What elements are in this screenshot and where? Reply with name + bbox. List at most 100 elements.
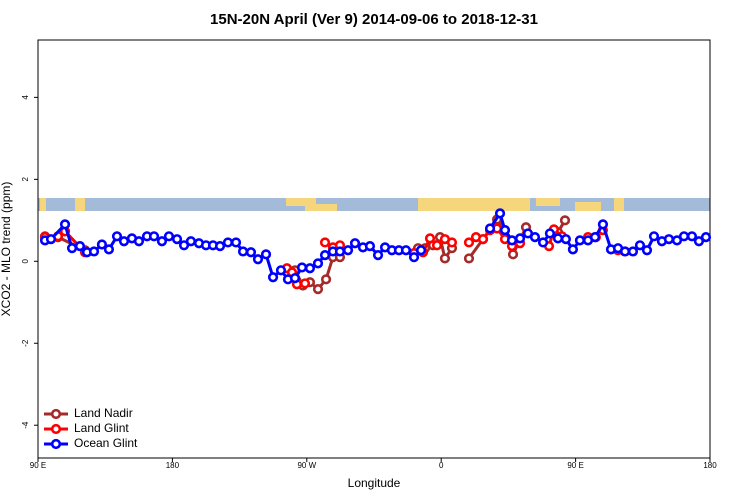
point xyxy=(597,219,609,230)
point xyxy=(494,208,506,219)
point xyxy=(507,249,519,260)
point xyxy=(304,263,316,274)
land xyxy=(575,202,601,211)
point xyxy=(74,241,86,252)
point xyxy=(627,246,639,257)
y-axis-title: XCO2 - MLO trend (ppm) xyxy=(0,182,13,317)
land xyxy=(536,198,560,206)
point xyxy=(499,225,511,236)
point xyxy=(299,278,311,289)
point xyxy=(463,253,475,264)
point xyxy=(589,232,601,243)
point xyxy=(648,231,660,242)
land xyxy=(75,198,85,211)
point xyxy=(334,246,346,257)
legend-swatch-marker xyxy=(50,408,62,420)
point xyxy=(230,237,242,248)
point xyxy=(319,250,331,261)
legend-swatch-marker xyxy=(50,438,62,450)
point xyxy=(349,238,361,249)
point xyxy=(267,272,279,283)
map-strip xyxy=(38,198,710,211)
point xyxy=(364,241,376,252)
point xyxy=(245,247,257,258)
legend-label: Land Glint xyxy=(74,421,129,435)
x-tick-label: 90 E xyxy=(567,461,583,470)
point xyxy=(45,234,57,245)
point xyxy=(319,237,331,248)
point xyxy=(641,245,653,256)
x-tick-label: 0 xyxy=(439,461,444,470)
point xyxy=(275,265,287,276)
point xyxy=(320,274,332,285)
point xyxy=(88,246,100,257)
point xyxy=(178,240,190,251)
y-tick-label: -2 xyxy=(21,339,30,347)
point xyxy=(560,234,571,245)
point xyxy=(415,245,427,256)
point xyxy=(185,236,197,247)
point xyxy=(446,237,458,248)
point xyxy=(148,231,160,242)
point xyxy=(537,237,549,248)
y-tick-label: -4 xyxy=(21,421,30,429)
point xyxy=(506,235,518,246)
legend-label: Land Nadir xyxy=(74,406,133,420)
point xyxy=(133,236,145,247)
point xyxy=(111,231,123,242)
point xyxy=(634,240,646,251)
point xyxy=(431,240,443,251)
point xyxy=(408,252,420,263)
land xyxy=(305,204,337,211)
point xyxy=(514,233,526,244)
x-tick-label: 90 E xyxy=(30,461,46,470)
point xyxy=(484,223,496,234)
chart-title: 15N-20N April (Ver 9) 2014-09-06 to 2018… xyxy=(210,11,538,28)
point xyxy=(59,219,71,230)
point xyxy=(567,244,579,255)
plot-frame xyxy=(37,39,711,459)
point xyxy=(686,231,698,242)
point xyxy=(529,232,541,243)
point xyxy=(463,237,475,248)
point xyxy=(552,233,564,244)
x-tick-label: 180 xyxy=(166,461,180,470)
point xyxy=(693,236,705,247)
point xyxy=(312,258,324,269)
point xyxy=(222,237,234,248)
point xyxy=(103,244,115,255)
point xyxy=(66,243,78,254)
x-axis-title: Longitude xyxy=(348,476,401,490)
point xyxy=(296,262,308,273)
point xyxy=(619,246,631,257)
point xyxy=(237,246,249,257)
point xyxy=(252,254,264,265)
point xyxy=(477,234,489,245)
land xyxy=(418,198,530,211)
land xyxy=(40,198,46,211)
point xyxy=(260,249,272,260)
point xyxy=(700,232,712,243)
land xyxy=(614,198,624,211)
point xyxy=(118,236,130,247)
point xyxy=(171,234,183,245)
point xyxy=(678,231,690,242)
point xyxy=(289,272,301,284)
legend-label: Ocean Glint xyxy=(74,436,138,450)
x-tick-label: 180 xyxy=(703,461,717,470)
point xyxy=(439,253,451,264)
y-tick-label: 2 xyxy=(21,177,30,182)
point xyxy=(663,234,675,245)
point xyxy=(156,236,168,247)
point xyxy=(544,228,556,239)
point xyxy=(574,235,586,246)
point xyxy=(342,245,354,256)
legend-swatch-marker xyxy=(50,423,62,435)
point xyxy=(671,235,683,246)
point xyxy=(424,233,436,244)
point xyxy=(96,239,108,250)
point xyxy=(214,241,226,252)
x-tick-label: 90 W xyxy=(297,461,316,470)
point xyxy=(312,284,324,295)
